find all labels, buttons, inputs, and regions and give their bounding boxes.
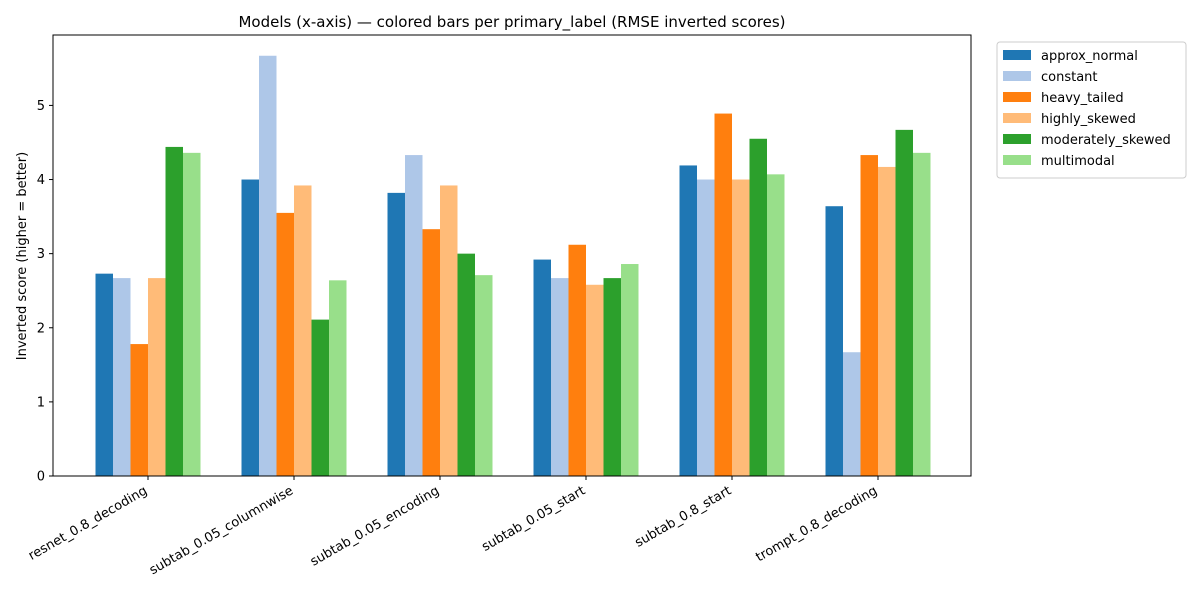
- x-tick-label: subtab_0.05_encoding: [308, 483, 442, 569]
- y-axis-label: Inverted score (higher = better): [15, 152, 30, 360]
- bar-constant-resnet_0.8_decoding: [113, 278, 131, 476]
- bar-moderately_skewed-resnet_0.8_decoding: [165, 146, 183, 476]
- bar-moderately_skewed-trompt_0.8_decoding: [895, 129, 913, 476]
- bar-heavy_tailed-subtab_0.05_columnwise: [276, 212, 294, 476]
- bar-moderately_skewed-subtab_0.8_start: [749, 138, 767, 476]
- bar-multimodal-subtab_0.8_start: [767, 174, 785, 476]
- legend-swatch-constant: [1003, 71, 1031, 81]
- bar-highly_skewed-trompt_0.8_decoding: [878, 166, 896, 476]
- bar-constant-subtab_0.05_columnwise: [259, 55, 277, 477]
- legend-box: [996, 41, 1187, 179]
- bar-moderately_skewed-subtab_0.05_columnwise: [311, 319, 329, 476]
- legend-label-moderately_skewed: moderately_skewed: [1041, 133, 1171, 148]
- bar-heavy_tailed-trompt_0.8_decoding: [860, 155, 878, 476]
- bar-multimodal-subtab_0.05_start: [621, 264, 639, 476]
- bar-multimodal-subtab_0.05_encoding: [475, 275, 493, 476]
- legend-swatch-highly_skewed: [1003, 113, 1031, 123]
- bar-highly_skewed-subtab_0.05_start: [586, 284, 604, 476]
- chart-title: Models (x-axis) — colored bars per prima…: [238, 13, 785, 32]
- y-tick-label: 2: [37, 321, 45, 336]
- bar-heavy_tailed-subtab_0.05_encoding: [422, 229, 440, 476]
- x-tick-label: subtab_0.05_start: [479, 483, 588, 554]
- bar-multimodal-resnet_0.8_decoding: [183, 152, 201, 477]
- bar-highly_skewed-resnet_0.8_decoding: [148, 278, 166, 476]
- legend-swatch-heavy_tailed: [1003, 92, 1031, 102]
- legend-label-constant: constant: [1041, 70, 1098, 85]
- bar-constant-subtab_0.05_start: [551, 278, 569, 476]
- legend-label-multimodal: multimodal: [1041, 154, 1115, 169]
- bar-approx_normal-subtab_0.05_columnwise: [241, 179, 259, 476]
- bar-multimodal-subtab_0.05_columnwise: [329, 280, 347, 476]
- y-tick-label: 4: [37, 173, 45, 188]
- x-tick-label: subtab_0.8_start: [632, 483, 734, 550]
- legend-label-highly_skewed: highly_skewed: [1041, 112, 1136, 127]
- bar-multimodal-trompt_0.8_decoding: [913, 152, 931, 477]
- bar-highly_skewed-subtab_0.05_columnwise: [294, 185, 312, 477]
- bar-heavy_tailed-subtab_0.8_start: [714, 113, 732, 477]
- bar-constant-trompt_0.8_decoding: [843, 352, 861, 476]
- bar-highly_skewed-subtab_0.05_encoding: [440, 185, 458, 477]
- legend-label-approx_normal: approx_normal: [1041, 49, 1138, 64]
- bar-constant-subtab_0.05_encoding: [405, 155, 423, 476]
- legend-label-heavy_tailed: heavy_tailed: [1041, 91, 1124, 106]
- bar-heavy_tailed-subtab_0.05_start: [568, 244, 586, 476]
- y-tick-label: 0: [37, 470, 45, 485]
- x-tick-label: subtab_0.05_columnwise: [147, 483, 296, 578]
- plot-area-frame: [52, 34, 972, 477]
- y-tick-label: 5: [37, 99, 45, 114]
- legend: approx_normal constant heavy_tailed highly_…: [996, 41, 1187, 179]
- bar-approx_normal-subtab_0.05_encoding: [387, 192, 405, 476]
- bar-moderately_skewed-subtab_0.05_encoding: [457, 253, 475, 476]
- bar-highly_skewed-subtab_0.8_start: [732, 179, 750, 476]
- legend-swatch-moderately_skewed: [1003, 134, 1031, 144]
- legend-swatch-approx_normal: [1003, 50, 1031, 60]
- bar-approx_normal-resnet_0.8_decoding: [95, 273, 113, 476]
- bar-heavy_tailed-resnet_0.8_decoding: [130, 344, 148, 476]
- y-tick-label: 1: [37, 395, 45, 410]
- x-tick-label: trompt_0.8_decoding: [753, 483, 880, 565]
- legend-swatch-multimodal: [1003, 155, 1031, 165]
- x-tick-label: resnet_0.8_decoding: [26, 483, 150, 563]
- bar-moderately_skewed-subtab_0.05_start: [603, 278, 621, 476]
- bar-approx_normal-subtab_0.05_start: [533, 259, 551, 476]
- x-axis-ticks: resnet_0.8_decodingsubtab_0.05_columnwis…: [26, 476, 880, 578]
- y-tick-label: 3: [37, 247, 45, 262]
- y-axis-ticks: 0 1 2 3 4 5: [37, 99, 53, 485]
- bar-approx_normal-trompt_0.8_decoding: [825, 206, 843, 476]
- bar-constant-subtab_0.8_start: [697, 179, 715, 476]
- bar-approx_normal-subtab_0.8_start: [679, 165, 697, 476]
- bars-group: [95, 55, 931, 477]
